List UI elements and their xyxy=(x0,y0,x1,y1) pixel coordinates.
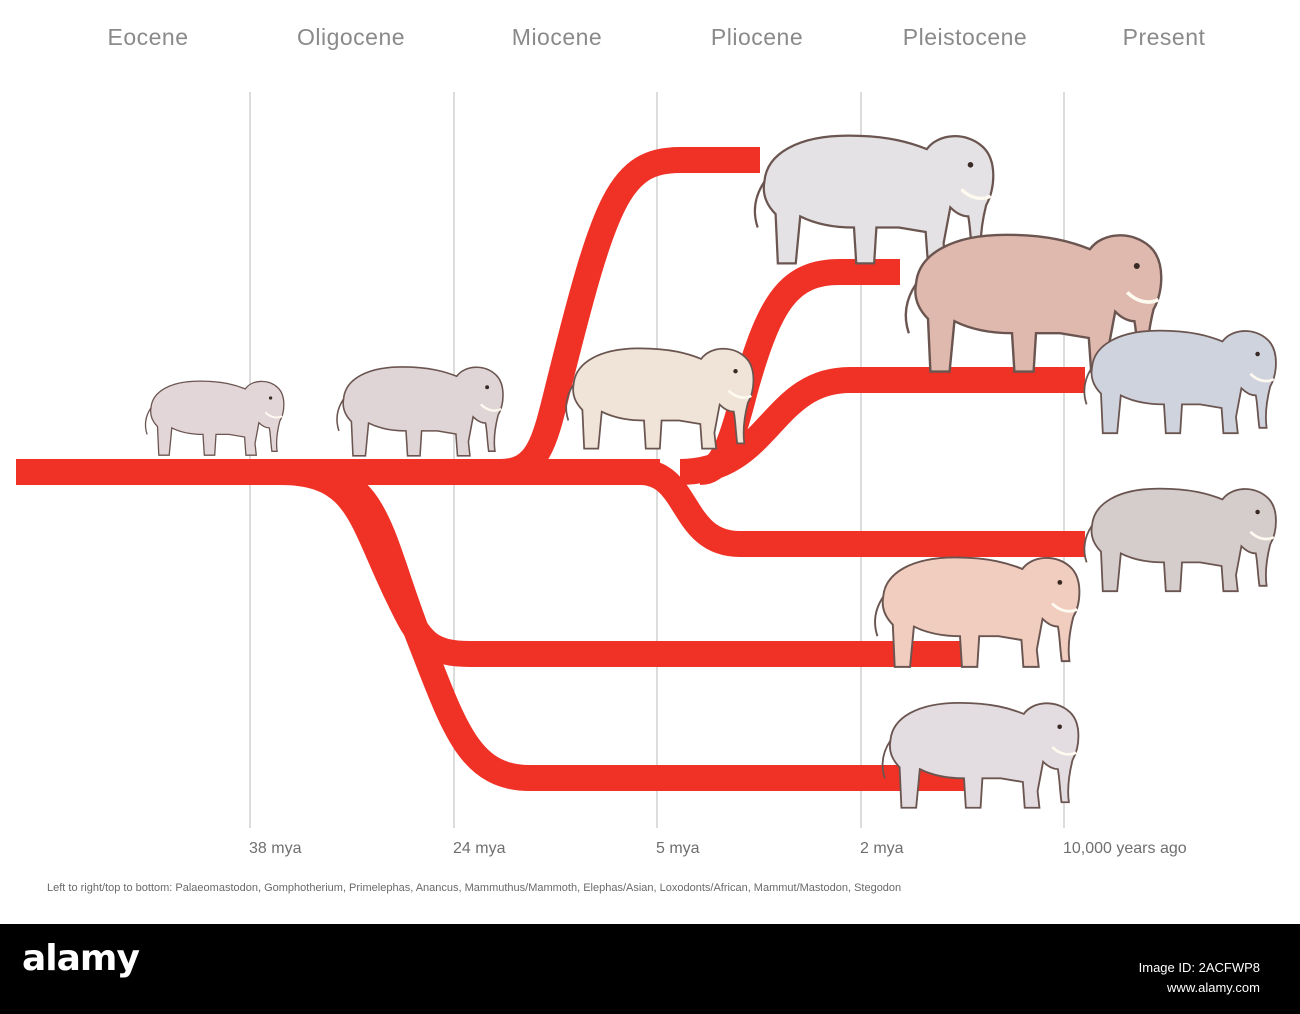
tick-10000-years-ago: 10,000 years ago xyxy=(1063,840,1187,857)
branch-anancus xyxy=(499,147,760,485)
image-id-label: Image ID: 2ACFWP8 xyxy=(1138,960,1260,975)
branch-asian xyxy=(679,367,1085,485)
branches xyxy=(16,147,1085,791)
asian-elephant-illustration xyxy=(1083,329,1278,435)
palaeomastodon-illustration xyxy=(144,380,285,457)
alamy-url: www.alamy.com xyxy=(1167,980,1260,995)
watermark-footer: alamy Image ID: 2ACFWP8 www.alamy.com xyxy=(0,924,1300,1014)
tick-5mya: 5 mya xyxy=(656,840,700,857)
mastodon-illustration xyxy=(873,556,1081,669)
branch-stegodon xyxy=(299,459,965,791)
stegodon-illustration xyxy=(881,701,1080,810)
african-elephant-illustration xyxy=(1083,487,1278,593)
epoch-pleistocene: Pleistocene xyxy=(902,24,1028,50)
tick-38mya: 38 mya xyxy=(249,840,302,857)
tick-24mya: 24 mya xyxy=(453,840,506,857)
epoch-oligocene: Oligocene xyxy=(296,24,406,50)
alamy-logo: alamy xyxy=(22,938,140,979)
species-caption: Left to right/top to bottom: Palaeomasto… xyxy=(47,882,902,894)
gomphotherium-illustration xyxy=(335,365,505,458)
epoch-present: Present xyxy=(1122,24,1206,50)
evolution-diagram xyxy=(16,92,1278,828)
epoch-miocene: Miocene xyxy=(511,24,603,50)
epoch-eocene: Eocene xyxy=(107,24,189,50)
tick-2mya: 2 mya xyxy=(860,840,904,857)
branch-african xyxy=(638,459,1085,557)
epoch-pliocene: Pliocene xyxy=(710,24,804,50)
